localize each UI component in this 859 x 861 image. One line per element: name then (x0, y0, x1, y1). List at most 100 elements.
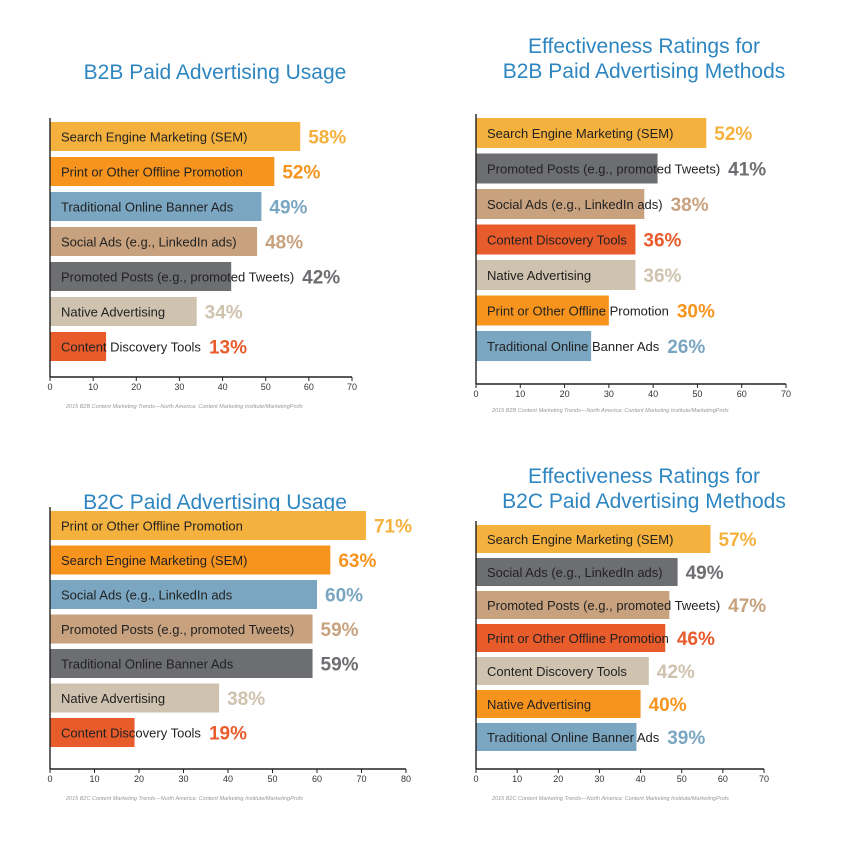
chart-panel-b2b-effectiveness: Effectiveness Ratings for B2B Paid Adver… (429, 0, 859, 430)
bar-value-label: 49% (269, 198, 307, 219)
bar (476, 657, 649, 685)
bar (50, 297, 197, 326)
bar-value-label: 34% (205, 303, 243, 324)
x-tick-label: 0 (47, 382, 52, 392)
source-note: 2015 B2B Content Marketing Trends—North … (491, 408, 729, 414)
bar (50, 227, 258, 256)
bar-group: Search Engine Marketing (SEM) (476, 525, 711, 553)
bar-category-label: Promoted Posts (e.g., promoted Tweets) (61, 270, 294, 285)
bar-value-label: 36% (643, 266, 681, 287)
bar-category-label: Print or Other Offline Promotion (487, 631, 669, 646)
bar-category-label: Social Ads (e.g., LinkedIn ads) (61, 235, 237, 250)
bar (476, 260, 636, 290)
x-tick-label: 30 (594, 774, 604, 784)
x-tick-label: 70 (356, 774, 366, 784)
chart-panel-b2c-effectiveness: Effectiveness Ratings for B2C Paid Adver… (429, 430, 859, 860)
bar-category-label: Traditional Online Banner Ads (61, 200, 234, 215)
bar-value-label: 60% (325, 586, 363, 607)
source-note: 2015 B2C Content Marketing Trends—North … (65, 796, 303, 802)
chart-title-line: B2B Paid Advertising Usage (83, 61, 347, 84)
bar-category-label: Content Discovery Tools (487, 233, 627, 248)
x-tick-label: 70 (347, 382, 357, 392)
bar (476, 295, 609, 326)
x-tick-label: 50 (267, 774, 277, 784)
x-tick-label: 50 (261, 382, 271, 392)
bar-value-label: 52% (714, 124, 752, 145)
x-tick-label: 10 (88, 382, 98, 392)
bar (476, 224, 636, 255)
chart-panel-b2b-usage: B2B Paid Advertising Usage Search Engine… (0, 0, 430, 430)
x-tick-label: 20 (134, 774, 144, 784)
x-tick-label: 0 (473, 774, 478, 784)
x-tick-label: 30 (604, 389, 614, 399)
x-tick-label: 80 (401, 774, 411, 784)
bar-group: Print or Other Offline Promotion (50, 157, 275, 186)
source-note: 2015 B2B Content Marketing Trends—North … (65, 404, 303, 410)
bar-category-label: Print or Other Offline Promotion (61, 519, 243, 534)
x-tick-label: 70 (759, 774, 769, 784)
bar-value-label: 41% (728, 160, 766, 181)
bar-group: Native Advertising (50, 297, 197, 326)
bar-chart-svg: Print or Other Offline Promotion 71% Searc… (47, 507, 412, 802)
bar-group: Content Discovery Tools (476, 224, 636, 255)
bar-group: Content Discovery Tools (476, 657, 649, 685)
chart-title-line: Effectiveness Ratings for (528, 35, 760, 58)
bar-group: Traditional Online Banner Ads (476, 723, 660, 751)
bar (476, 558, 678, 586)
bar-value-label: 40% (649, 695, 687, 716)
bar (50, 157, 275, 186)
bar-value-label: 19% (209, 724, 247, 745)
bar-value-label: 36% (643, 231, 681, 252)
bar-value-label: 58% (308, 128, 346, 149)
bar-value-label: 42% (302, 268, 340, 289)
bar-group: Promoted Posts (e.g., promoted Tweets) (476, 153, 720, 184)
bar (50, 192, 262, 221)
bar (476, 624, 666, 652)
bar-category-label: Social Ads (e.g., LinkedIn ads) (487, 197, 663, 212)
x-tick-label: 10 (89, 774, 99, 784)
bar-value-label: 38% (227, 689, 265, 710)
bar (50, 614, 313, 644)
bar-category-label: Search Engine Marketing (SEM) (61, 553, 247, 568)
x-tick-label: 40 (648, 389, 658, 399)
bar (50, 262, 232, 291)
bar-group: Native Advertising (476, 690, 641, 718)
bar-group: Print or Other Offline Promotion (476, 295, 669, 326)
x-tick-label: 30 (178, 774, 188, 784)
bar-value-label: 13% (209, 338, 247, 359)
bar-category-label: Promoted Posts (e.g., promoted Tweets) (487, 598, 720, 613)
bar-category-label: Social Ads (e.g., LinkedIn ads (61, 588, 233, 603)
bar (476, 331, 592, 361)
bar-category-label: Traditional Online Banner Ads (487, 339, 660, 354)
chart-title-line: B2B Paid Advertising Methods (502, 60, 786, 83)
chart-title: B2C Paid Advertising Usage (0, 490, 430, 515)
bar-category-label: Content Discovery Tools (61, 726, 201, 741)
x-tick-label: 70 (781, 389, 791, 399)
bar-chart-svg: Search Engine Marketing (SEM) 57% Social A… (473, 521, 769, 802)
bar-group: Social Ads (e.g., LinkedIn ads (50, 580, 317, 609)
bar (476, 591, 670, 619)
chart-panel-b2c-usage: B2C Paid Advertising Usage Print or Othe… (0, 430, 430, 860)
bar-group: Native Advertising (476, 260, 636, 290)
x-tick-label: 40 (218, 382, 228, 392)
bar-value-label: 59% (321, 620, 359, 641)
chart-title: Effectiveness Ratings for B2C Paid Adver… (429, 464, 859, 514)
bar-value-label: 48% (265, 233, 303, 254)
bar-group: Content Discovery Tools (50, 332, 201, 361)
bar-group: Traditional Online Banner Ads (476, 331, 660, 361)
x-tick-label: 20 (553, 774, 563, 784)
bar-chart-svg: Search Engine Marketing (SEM) 52% Promoted… (473, 114, 791, 414)
bar-group: Social Ads (e.g., LinkedIn ads) (50, 227, 258, 256)
bar-value-label: 57% (719, 530, 757, 551)
bar-group: Search Engine Marketing (SEM) (476, 118, 707, 148)
bar (476, 118, 707, 148)
x-tick-label: 40 (223, 774, 233, 784)
source-note: 2015 B2C Content Marketing Trends—North … (491, 796, 729, 802)
bar-value-label: 38% (671, 195, 709, 216)
bar (476, 153, 658, 184)
bar-group: Promoted Posts (e.g., promoted Tweets) (50, 614, 313, 644)
x-tick-label: 30 (174, 382, 184, 392)
bar (476, 723, 637, 751)
bar (476, 525, 711, 553)
x-tick-label: 60 (737, 389, 747, 399)
